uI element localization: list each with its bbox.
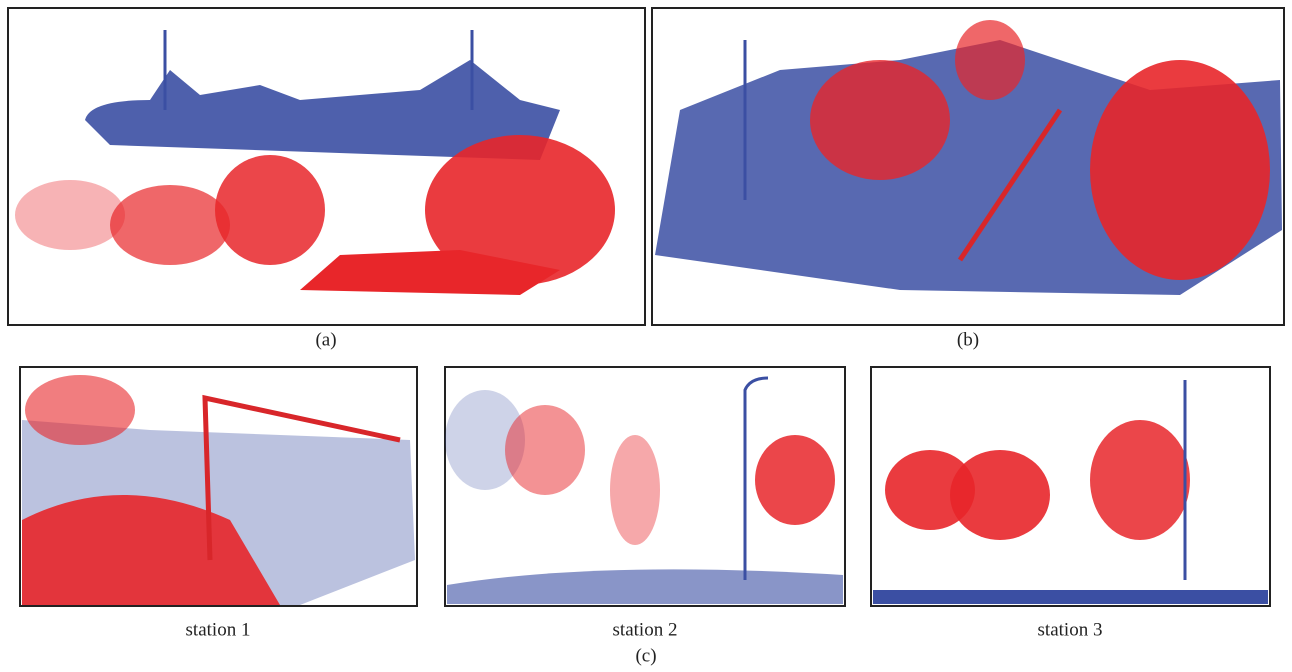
- point-cloud-red: [505, 405, 585, 495]
- station-label: station 2: [613, 619, 678, 640]
- panel-label: (a): [315, 329, 336, 350]
- station-label: station 1: [186, 619, 251, 640]
- group-label: (c): [635, 645, 656, 666]
- panel-label: (b): [957, 329, 979, 350]
- station-2: station 2: [445, 367, 845, 640]
- ground-blue: [873, 590, 1268, 604]
- point-cloud-red: [15, 180, 125, 250]
- station-label: station 3: [1038, 619, 1103, 640]
- point-cloud-red: [1090, 420, 1190, 540]
- point-cloud-red: [110, 185, 230, 265]
- figure: (a) (b) station 1 station 2: [0, 0, 1292, 672]
- point-cloud-red: [810, 60, 950, 180]
- point-cloud-red: [1090, 60, 1270, 280]
- panel-a: (a): [8, 8, 645, 350]
- point-cloud-red: [755, 435, 835, 525]
- point-cloud-red: [610, 435, 660, 545]
- panel-b: (b): [652, 8, 1284, 350]
- point-cloud-red: [950, 450, 1050, 540]
- point-cloud-red: [25, 375, 135, 445]
- station-3: station 3: [871, 367, 1270, 640]
- point-cloud-red: [955, 20, 1025, 100]
- station-1: station 1: [20, 367, 417, 640]
- point-cloud-red: [215, 155, 325, 265]
